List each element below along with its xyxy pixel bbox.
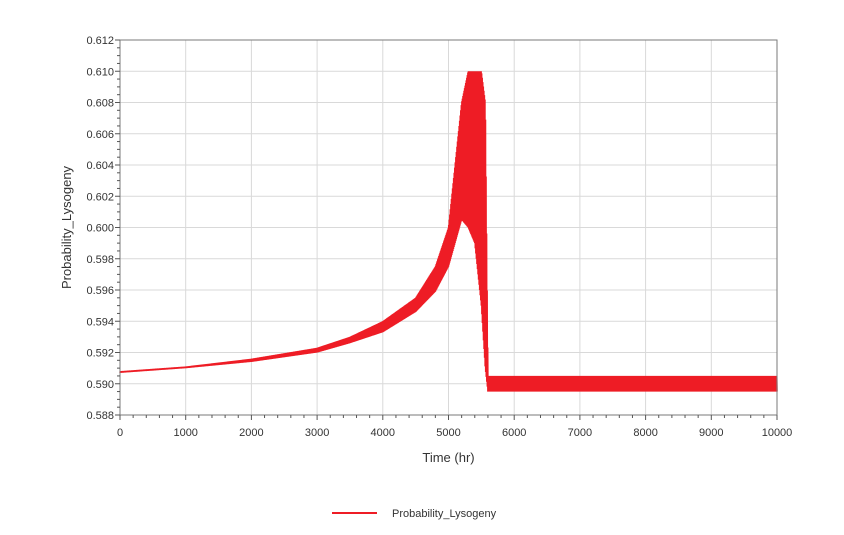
y-tick-label: 0.606: [86, 129, 114, 141]
y-tick-label: 0.592: [86, 348, 114, 360]
x-tick-label: 9000: [699, 427, 723, 439]
y-tick-label: 0.596: [86, 285, 114, 297]
x-tick-labels: 0 1000 2000 3000 4000 5000 6000 7000 8000 9000 100…: [117, 427, 792, 439]
x-tick-label: 10000: [762, 427, 793, 439]
y-tick-label: 0.598: [86, 254, 114, 266]
x-tick-label: 2000: [239, 427, 263, 439]
y-tick-label: 0.604: [86, 160, 114, 172]
y-tick-label: 0.590: [86, 379, 114, 391]
x-tick-label: 5000: [436, 427, 460, 439]
x-tick-label: 4000: [371, 427, 395, 439]
legend-label: Probability_Lysogeny: [392, 508, 497, 520]
axis-ticks: [115, 39, 778, 420]
x-tick-label: 6000: [502, 427, 526, 439]
x-axis-title: Time (hr): [422, 450, 474, 465]
x-tick-label: 8000: [633, 427, 657, 439]
x-tick-label: 1000: [173, 427, 197, 439]
y-tick-label: 0.594: [86, 316, 114, 328]
series-layer: [119, 71, 778, 392]
x-tick-label: 7000: [568, 427, 592, 439]
y-tick-label: 0.600: [86, 223, 114, 235]
y-tick-label: 0.602: [86, 191, 114, 203]
y-axis-title: Probability_Lysogeny: [59, 165, 74, 289]
y-tick-label: 0.608: [86, 98, 114, 110]
y-tick-labels: 0.588 0.590 0.592 0.594 0.596 0.598 0.600 0.602…: [86, 35, 114, 422]
y-tick-label: 0.588: [86, 410, 114, 422]
series-line: [119, 71, 778, 392]
series-probability-lysogeny: [119, 71, 778, 392]
legend: Probability_Lysogeny: [332, 508, 497, 520]
x-tick-label: 0: [117, 427, 123, 439]
x-tick-label: 3000: [305, 427, 329, 439]
y-tick-label: 0.610: [86, 66, 114, 78]
y-tick-label: 0.612: [86, 35, 114, 47]
